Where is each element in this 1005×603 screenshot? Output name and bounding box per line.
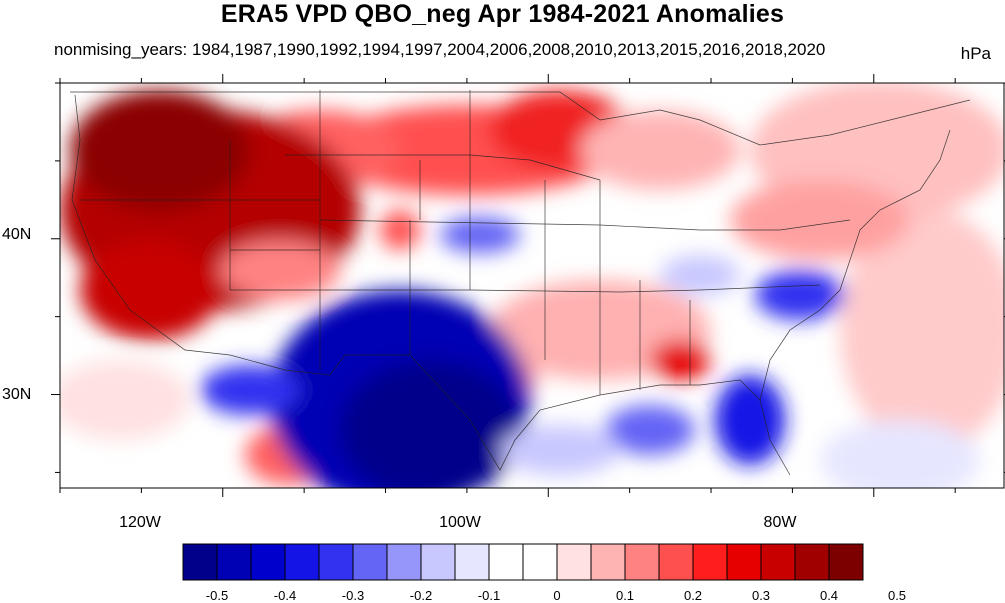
axis-ticks (51, 74, 1005, 497)
colorbar-label: -0.4 (273, 588, 297, 603)
state-boundaries (70, 90, 971, 476)
colorbar-box (624, 543, 660, 581)
colorbar-box (794, 543, 830, 581)
colorbar-box (760, 543, 796, 581)
colorbar-box (522, 543, 558, 581)
lon-label-100w: 100W (439, 514, 481, 531)
chart-title: ERA5 VPD QBO_neg Apr 1984-2021 Anomalies (220, 0, 785, 28)
colorbar-box (556, 543, 592, 581)
colorbar-label: -0.5 (205, 588, 229, 603)
colorbar-label: 0.3 (751, 588, 771, 603)
colorbar-box (488, 543, 524, 581)
colorbar-label: 0 (553, 588, 561, 603)
lon-label-80w: 80W (763, 514, 797, 531)
colorbar-box (454, 543, 490, 581)
colorbar-box (590, 543, 626, 581)
colorbar-box (726, 543, 762, 581)
colorbar-box (352, 543, 388, 581)
lat-label-40n: 40N (2, 226, 32, 243)
colorbar-box (658, 543, 694, 581)
colorbar-box (182, 543, 218, 581)
colorbar-box (828, 543, 864, 581)
colorbar-label: 0.2 (683, 588, 703, 603)
colorbar-label: -0.1 (477, 588, 501, 603)
colorbar-box (250, 543, 286, 581)
colorbar-label: -0.2 (409, 588, 433, 603)
units-label: hPa (960, 44, 991, 63)
colorbar-label: 0.5 (887, 588, 907, 603)
colorbar-box (386, 543, 422, 581)
colorbar-label: 0.1 (615, 588, 635, 603)
colorbar-label: -0.3 (341, 588, 365, 603)
colorbar-box (284, 543, 320, 581)
chart-subtitle: nonmising_years: 1984,1987,1990,1992,199… (54, 40, 826, 59)
lon-label-120w: 120W (119, 514, 161, 531)
colorbar-box (692, 543, 728, 581)
plot-frame (59, 82, 1005, 489)
colorbar-label: 0.4 (819, 588, 839, 603)
lat-label-30n: 30N (2, 386, 32, 403)
colorbar (182, 543, 864, 581)
colorbar-box (318, 543, 354, 581)
colorbar-box (420, 543, 456, 581)
colorbar-box (216, 543, 252, 581)
